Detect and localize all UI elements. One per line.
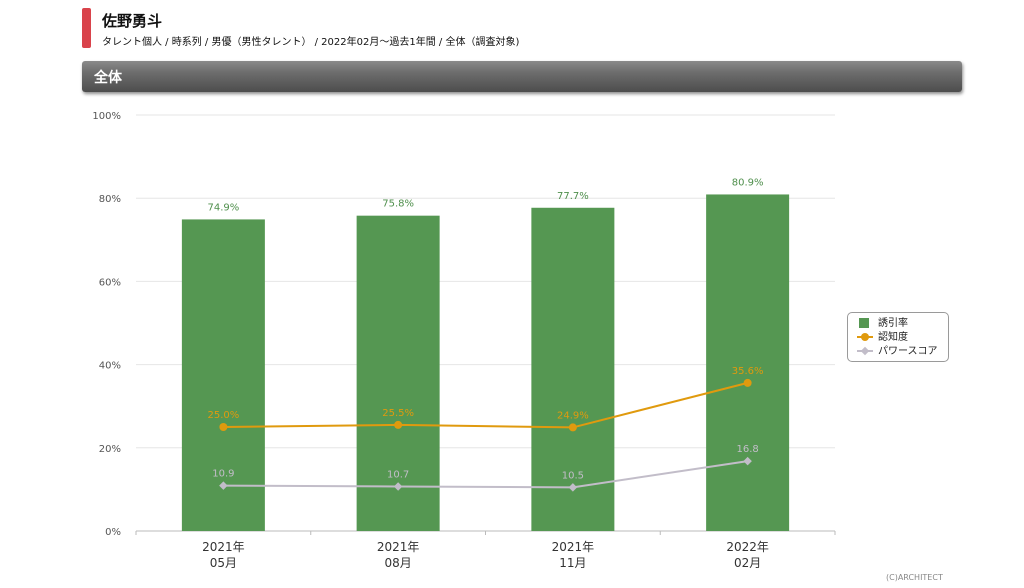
- page-subtitle: タレント個人 / 時系列 / 男優（男性タレント） / 2022年02月〜過去1…: [102, 37, 520, 48]
- line-point: [394, 420, 403, 429]
- line-point: [743, 456, 752, 466]
- copyright-text: (C)ARCHITECT: [886, 573, 943, 582]
- bar-data-label: 77.7%: [557, 191, 589, 202]
- y-tick-label: 20%: [99, 444, 121, 455]
- legend-bar-swatch: [857, 318, 873, 328]
- legend-line-swatch: [857, 332, 873, 342]
- x-tick-label: 02月: [734, 556, 761, 570]
- y-tick-label: 60%: [99, 277, 121, 288]
- line-data-label: 10.7: [387, 469, 409, 480]
- x-tick-label: 2021年: [377, 540, 420, 554]
- line-data-label: 10.5: [562, 470, 584, 481]
- x-tick-label: 11月: [559, 556, 586, 570]
- bar: [706, 194, 790, 531]
- line-data-label: 25.0%: [207, 410, 239, 421]
- y-tick-label: 100%: [92, 111, 121, 122]
- bar-data-label: 75.8%: [382, 199, 414, 210]
- bar-data-label: 80.9%: [732, 177, 764, 188]
- line-point: [743, 378, 752, 387]
- line-point: [219, 481, 228, 490]
- x-tick-label: 2022年: [726, 540, 769, 554]
- legend-item-series-2: パワースコア: [857, 345, 948, 359]
- line-data-label: 16.8: [736, 444, 758, 455]
- y-tick-label: 80%: [99, 194, 121, 205]
- x-tick-label: 05月: [210, 556, 237, 570]
- line-data-label: 10.9: [212, 469, 234, 480]
- line-data-label: 25.5%: [382, 408, 414, 419]
- chart-legend: 誘引率 認知度 パワースコア: [847, 312, 949, 362]
- line-point: [568, 423, 577, 432]
- legend-item-series-1: 認知度: [857, 331, 948, 345]
- bar-data-label: 74.9%: [207, 202, 239, 213]
- line-data-label: 24.9%: [557, 410, 589, 421]
- y-tick-label: 0%: [105, 527, 121, 538]
- legend-label: パワースコア: [878, 346, 938, 357]
- y-tick-label: 40%: [99, 361, 121, 372]
- legend-item-series-0: 誘引率: [857, 317, 948, 331]
- line-data-label: 35.6%: [732, 366, 764, 377]
- section-label: 全体: [94, 70, 122, 86]
- line-point: [568, 483, 578, 492]
- bar: [356, 215, 440, 531]
- legend-line-swatch: [857, 346, 873, 356]
- x-tick-label: 2021年: [552, 540, 595, 554]
- page-title: 佐野勇斗: [102, 12, 163, 30]
- section-header: 全体: [82, 61, 962, 92]
- series-line: [223, 460, 748, 489]
- series-line: [223, 381, 748, 429]
- bar: [531, 207, 615, 531]
- bar: [181, 219, 265, 531]
- line-point: [219, 423, 228, 431]
- title-accent-bar: [82, 8, 91, 48]
- x-tick-label: 08月: [384, 556, 411, 570]
- legend-label: 誘引率: [878, 318, 908, 329]
- x-tick-label: 2021年: [202, 540, 245, 554]
- line-point: [393, 482, 403, 491]
- legend-label: 認知度: [878, 332, 908, 343]
